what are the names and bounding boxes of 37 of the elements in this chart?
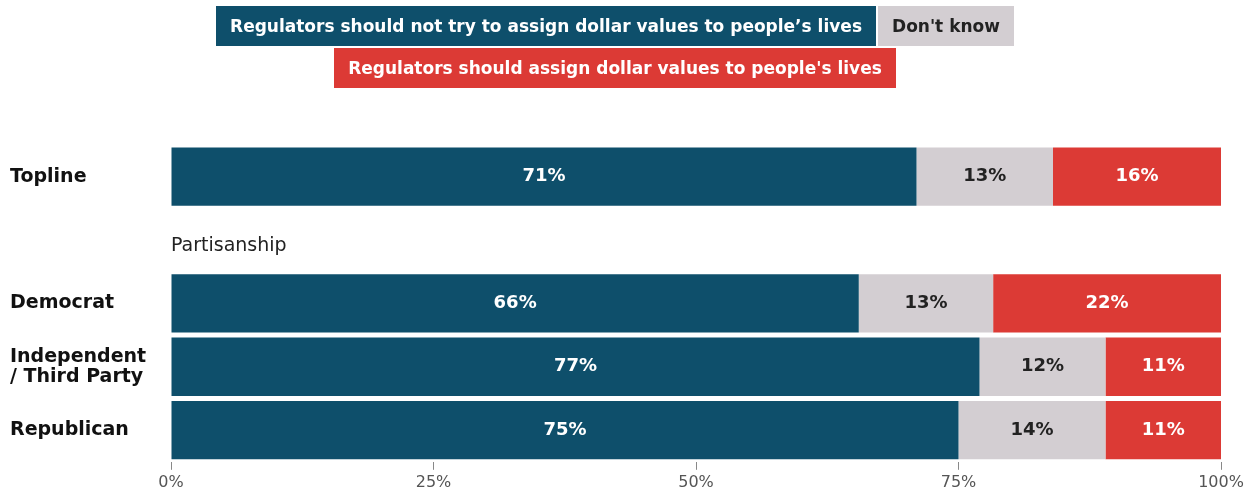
y-tick-label: Topline: [10, 163, 87, 186]
x-tick-label: 0%: [158, 471, 184, 491]
data-label: 22%: [1085, 291, 1129, 313]
bar: [171, 274, 859, 333]
data-label: 77%: [553, 354, 598, 376]
text: Regulators should not try to assign dollar values to people’s lives: [216, 6, 877, 46]
bar: [916, 147, 1053, 206]
bar: [858, 274, 994, 333]
x-tick-label: 50%: [678, 471, 714, 491]
bar: [171, 337, 980, 396]
data-label: 11%: [1141, 417, 1185, 439]
bar: [171, 147, 917, 206]
text: Don't know: [878, 6, 1014, 46]
data-label: 14%: [1010, 417, 1054, 439]
bar: [1105, 337, 1221, 396]
bar: [979, 337, 1106, 396]
data-label: 13%: [904, 291, 948, 313]
data-label: 12%: [1020, 354, 1065, 376]
y-tick-label: Republican: [10, 417, 129, 440]
x-tick-label: 25%: [415, 471, 452, 491]
data-label: 11%: [1141, 354, 1185, 376]
bar: [1053, 147, 1221, 206]
data-label: 75%: [543, 417, 587, 439]
x-tick-label: 75%: [940, 471, 977, 491]
bar: [958, 400, 1106, 460]
data-label: 13%: [963, 164, 1007, 186]
data-label: 66%: [493, 291, 537, 313]
bar: [1105, 400, 1221, 460]
annotation: Partisanship: [171, 232, 287, 255]
data-label: 16%: [1115, 164, 1159, 186]
y-tick-label: Democrat: [10, 290, 115, 313]
bar: [993, 274, 1221, 333]
data-label: 71%: [522, 164, 566, 186]
x-tick-label: 100%: [1198, 471, 1244, 491]
y-tick-label: Independent / Third Party: [10, 343, 147, 386]
bar: [171, 400, 959, 460]
text: Regulators should assign dollar values to people's lives: [334, 48, 896, 88]
